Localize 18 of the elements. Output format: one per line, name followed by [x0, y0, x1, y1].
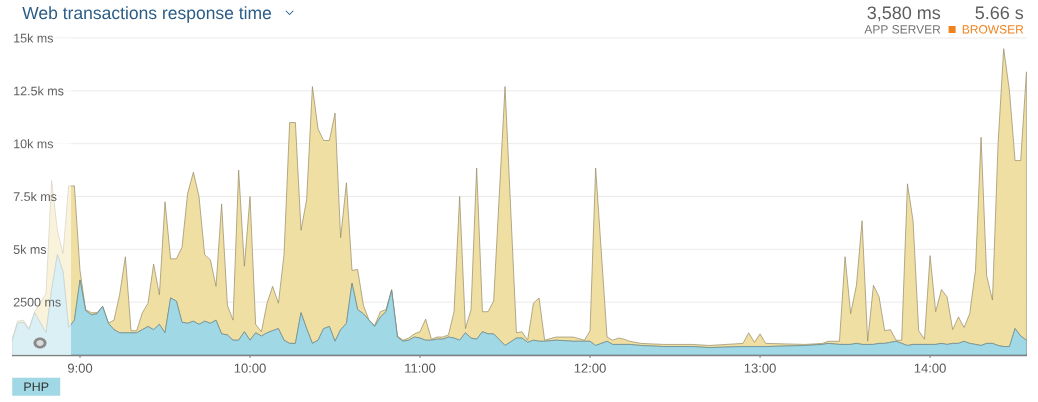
y-tick-label: 12.5k ms: [14, 86, 64, 96]
x-tick-label: 14:00: [914, 363, 946, 373]
x-tick-label: 10:00: [234, 363, 266, 373]
text: 5.66 s: [975, 6, 1024, 20]
y-tick-label: 5k ms: [13, 244, 47, 254]
text: BROWSER: [962, 25, 1024, 34]
text: PHP: [24, 382, 49, 392]
chart-title: Web transactions response time: [22, 6, 272, 23]
x-tick-label: 12:00: [574, 363, 606, 373]
text: 3,580 ms: [867, 6, 941, 22]
x-tick-label: 13:00: [744, 363, 776, 373]
text: APP SERVER: [864, 25, 941, 34]
x-tick-label: 9:00: [67, 363, 93, 373]
y-tick-label: 2500 ms: [13, 297, 61, 307]
x-tick-label: 11:00: [405, 363, 436, 373]
y-tick-label: 10k ms: [14, 139, 54, 149]
y-tick-label: 15k ms: [14, 33, 54, 43]
y-tick-label: 7.5k ms: [13, 191, 57, 202]
